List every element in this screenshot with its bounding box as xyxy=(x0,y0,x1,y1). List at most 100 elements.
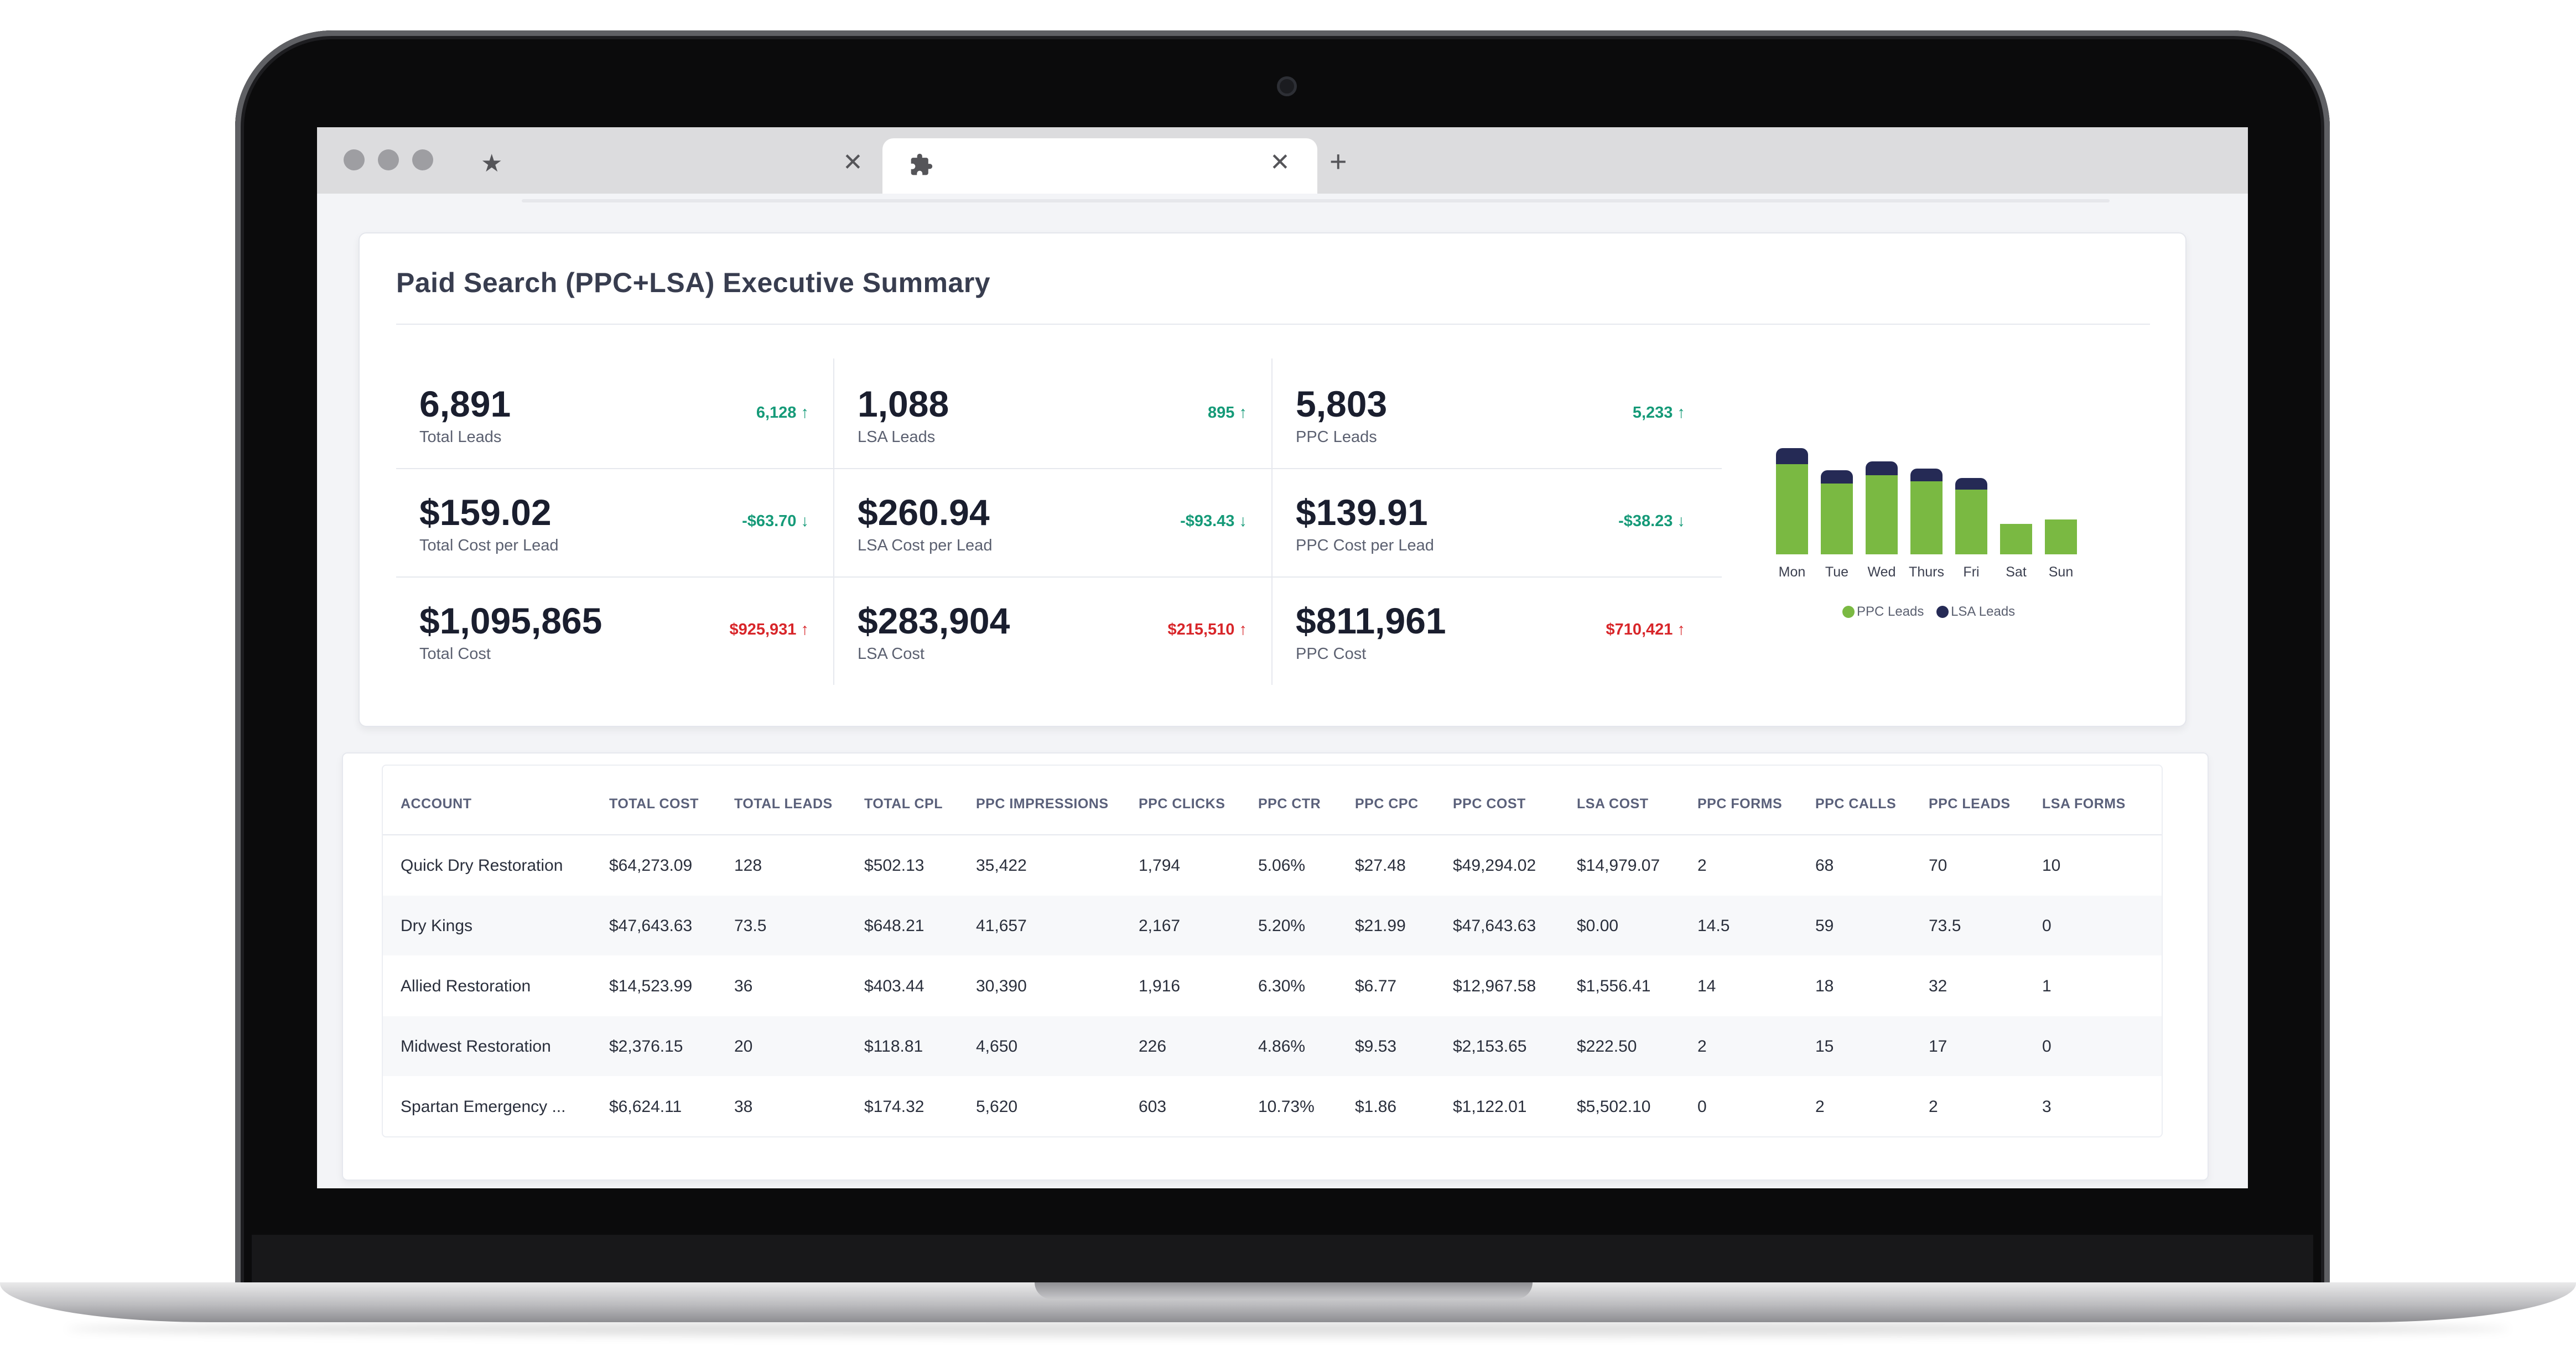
table-row[interactable]: Allied Restoration $14,523.99 36 $403.44 30,… xyxy=(383,956,2162,1016)
plus-icon[interactable]: + xyxy=(1329,145,1347,178)
table-cell: 5.06% xyxy=(1258,856,1306,875)
browser-window: ★ ✕ ✕ + Paid Search (PPC+LSA) Executive … xyxy=(317,127,2248,1188)
table-cell: $648.21 xyxy=(864,917,925,935)
table-cell: 2 xyxy=(1815,1098,1825,1116)
table-cell: $1,122.01 xyxy=(1453,1098,1527,1116)
grid-divider xyxy=(396,576,1722,578)
window-maximize-dot[interactable] xyxy=(412,149,433,170)
legend-ppc: PPC Leads xyxy=(1842,604,1924,619)
column-header[interactable]: PPC FORMS xyxy=(1697,796,1783,812)
table-cell: 14 xyxy=(1697,977,1716,995)
column-header[interactable]: TOTAL LEADS xyxy=(734,796,833,812)
column-header[interactable]: PPC CTR xyxy=(1258,796,1321,812)
grid-divider xyxy=(396,468,1722,469)
close-icon[interactable]: ✕ xyxy=(843,149,863,176)
table-cell: $47,643.63 xyxy=(1453,917,1536,935)
bar-ppc-thurs xyxy=(1910,481,1943,554)
table-cell: $0.00 xyxy=(1577,917,1619,935)
table-cell: $2,153.65 xyxy=(1453,1037,1527,1056)
column-header[interactable]: LSA COST xyxy=(1577,796,1649,812)
table-cell: 6.30% xyxy=(1258,977,1306,995)
table-cell: 38 xyxy=(734,1098,753,1116)
metric-delta: 6,128 ↑ xyxy=(756,404,809,422)
metric-value: 1,088 xyxy=(858,383,949,424)
metric-delta: 895 ↑ xyxy=(1208,404,1247,422)
table-row[interactable]: Dry Kings $47,643.63 73.5 $648.21 41,657 2,16… xyxy=(383,896,2162,955)
metric-tile: $1,095,865 Total Cost $925,931 ↑ xyxy=(396,576,833,685)
account-name-cell: Quick Dry Restoration xyxy=(401,856,563,875)
table-cell: 0 xyxy=(2042,1037,2052,1056)
table-row[interactable]: Midwest Restoration $2,376.15 20 $118.81 4,6… xyxy=(383,1016,2162,1076)
table-cell: 68 xyxy=(1815,856,1834,875)
table-cell: 30,390 xyxy=(976,977,1027,995)
column-header[interactable]: TOTAL CPL xyxy=(864,796,943,812)
table-cell: $6,624.11 xyxy=(609,1098,682,1116)
tab-active[interactable]: ✕ xyxy=(882,138,1317,194)
table-cell: $9.53 xyxy=(1355,1037,1397,1056)
table-cell: 17 xyxy=(1929,1037,1947,1056)
table-cell: $27.48 xyxy=(1355,856,1406,875)
metric-delta: 5,233 ↑ xyxy=(1632,404,1685,422)
legend-label-ppc: PPC Leads xyxy=(1857,604,1924,619)
table-row[interactable]: Quick Dry Restoration $64,273.09 128 $502.1… xyxy=(383,835,2162,895)
table-cell: $1.86 xyxy=(1355,1098,1397,1116)
table-cell: $174.32 xyxy=(864,1098,925,1116)
address-bar-edge xyxy=(522,199,2110,202)
bar-lsa-wed xyxy=(1866,461,1898,475)
metric-label: Total Cost per Lead xyxy=(419,537,559,554)
metric-tile: $283,904 LSA Cost $215,510 ↑ xyxy=(834,576,1271,685)
column-header[interactable]: ACCOUNT xyxy=(401,796,472,812)
metric-value: 5,803 xyxy=(1296,383,1388,424)
column-header[interactable]: LSA FORMS xyxy=(2042,796,2126,812)
table-cell: 73.5 xyxy=(734,917,767,935)
metric-delta: -$63.70 ↓ xyxy=(742,512,809,530)
window-close-dot[interactable] xyxy=(344,149,365,170)
column-header[interactable]: PPC IMPRESSIONS xyxy=(976,796,1109,812)
column-header[interactable]: PPC CPC xyxy=(1355,796,1419,812)
laptop-bottom-bezel xyxy=(252,1235,2313,1285)
table-cell: 603 xyxy=(1139,1098,1167,1116)
table-cell: 70 xyxy=(1929,856,1947,875)
account-name-cell: Midwest Restoration xyxy=(401,1037,551,1056)
legend-label-lsa: LSA Leads xyxy=(1951,604,2016,619)
bar-lsa-tue xyxy=(1821,470,1853,484)
column-header[interactable]: PPC COST xyxy=(1453,796,1526,812)
metric-value: $1,095,865 xyxy=(419,600,603,641)
column-header[interactable]: PPC LEADS xyxy=(1929,796,2011,812)
laptop-hinge-notch xyxy=(1035,1282,1533,1299)
metric-delta: $710,421 ↑ xyxy=(1606,621,1685,638)
account-name-cell: Dry Kings xyxy=(401,917,473,935)
x-tick-label: Thurs xyxy=(1909,564,1944,580)
table-row[interactable]: Spartan Emergency ... $6,624.11 38 $174.32 5… xyxy=(383,1077,2162,1136)
metric-label: PPC Leads xyxy=(1296,428,1377,446)
table-cell: $1,556.41 xyxy=(1577,977,1651,995)
grid-divider xyxy=(833,358,834,685)
table-cell: 15 xyxy=(1815,1037,1834,1056)
table-cell: $12,967.58 xyxy=(1453,977,1536,995)
metric-delta: $215,510 ↑ xyxy=(1167,621,1247,638)
window-minimize-dot[interactable] xyxy=(378,149,399,170)
table-cell: $5,502.10 xyxy=(1577,1098,1651,1116)
metric-delta: -$93.43 ↓ xyxy=(1180,512,1247,530)
x-tick-label: Wed xyxy=(1867,564,1896,580)
x-tick-label: Sat xyxy=(2006,564,2027,580)
metric-value: $159.02 xyxy=(419,492,552,533)
account-name-cell: Allied Restoration xyxy=(401,977,531,995)
table-cell: 10.73% xyxy=(1258,1098,1315,1116)
table-cell: 128 xyxy=(734,856,762,875)
table-cell: 4.86% xyxy=(1258,1037,1306,1056)
metric-tile: 6,891 Total Leads 6,128 ↑ xyxy=(396,360,833,468)
puzzle-icon xyxy=(911,153,933,175)
table-cell: 2 xyxy=(1697,1037,1707,1056)
column-header[interactable]: PPC CLICKS xyxy=(1139,796,1225,812)
x-tick-label: Tue xyxy=(1825,564,1849,580)
table-cell: 2 xyxy=(1929,1098,1938,1116)
bar-lsa-thurs xyxy=(1910,469,1943,482)
column-header[interactable]: PPC CALLS xyxy=(1815,796,1897,812)
bar-ppc-sat xyxy=(2000,524,2032,554)
table-cell: $118.81 xyxy=(864,1037,923,1056)
bar-ppc-wed xyxy=(1866,475,1898,554)
column-header[interactable]: TOTAL COST xyxy=(609,796,699,812)
table-cell: 2,167 xyxy=(1139,917,1181,935)
tab-close-icon[interactable]: ✕ xyxy=(1270,149,1290,176)
